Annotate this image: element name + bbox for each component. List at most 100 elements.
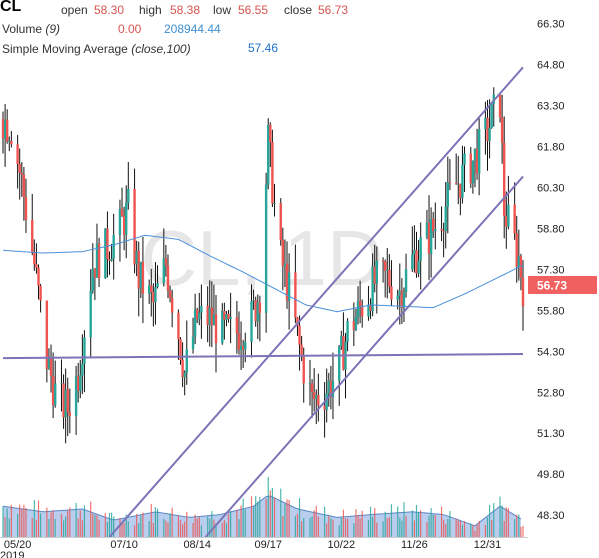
y-tick-label: 52.80 (537, 387, 565, 399)
candle-body (473, 148, 477, 161)
candle (8, 136, 11, 152)
candle-body (235, 317, 239, 334)
candle (356, 286, 360, 325)
candle-body (440, 228, 443, 231)
low-label: low (213, 3, 232, 17)
candle-body (74, 376, 78, 416)
high-value: 58.38 (170, 3, 201, 17)
candle-body (258, 302, 262, 313)
candle (264, 172, 268, 333)
y-tick-label: 49.80 (537, 469, 565, 481)
candle-body (177, 312, 180, 340)
candle (515, 215, 518, 283)
trendlines[interactable] (2, 66, 524, 538)
volume-name: Volume (2, 22, 43, 36)
y-axis[interactable]: 66.30 64.80 63.30 61.80 60.30 58.80 57.30 55.80… (537, 19, 565, 523)
candle-body (298, 325, 301, 345)
candle-body (325, 393, 328, 410)
candle-body (488, 127, 491, 141)
candle-body (135, 250, 138, 265)
candle-body (33, 252, 36, 265)
candle (402, 287, 406, 323)
candle-body (390, 286, 393, 300)
candle-body (196, 309, 199, 320)
candle (381, 257, 385, 283)
candle (31, 194, 34, 256)
last-price-box (528, 275, 597, 294)
candle (76, 362, 80, 403)
candle (137, 241, 140, 317)
candle-body (373, 266, 376, 285)
candle-body (22, 174, 26, 198)
sma-params: (close,100) (131, 42, 191, 56)
candle (152, 283, 155, 327)
y-tick-label: 60.30 (537, 182, 565, 194)
candle-body (244, 341, 247, 350)
candle-body (8, 140, 11, 142)
candle-body (490, 103, 493, 128)
candle-body (271, 142, 274, 204)
candle-body (162, 258, 166, 284)
candle-body (477, 129, 481, 174)
candle (448, 159, 452, 191)
candle-body (54, 383, 57, 406)
candle (471, 160, 475, 194)
y-tick-label: 64.80 (537, 60, 565, 72)
candle (193, 293, 197, 345)
candle (400, 278, 404, 324)
candle (419, 222, 422, 290)
candle-body (425, 222, 429, 238)
sma-series (2, 234, 524, 313)
candle-body (208, 307, 211, 325)
candle (434, 202, 437, 250)
candle (177, 309, 180, 360)
y-tick-label: 63.30 (537, 101, 565, 113)
candle-body (166, 265, 170, 291)
candle (521, 260, 525, 331)
candle (492, 87, 495, 127)
candle-body (342, 336, 345, 370)
candle (360, 299, 364, 328)
candle-body (352, 321, 356, 330)
candle (279, 198, 282, 246)
last-price-tag: 56.73 (528, 275, 597, 294)
x-axis[interactable]: 05/20 07/10 08/14 09/17 10/22 11/26 12/31 2019 (0, 537, 528, 558)
candle-body (200, 305, 203, 313)
candle (486, 99, 489, 171)
candle-body (338, 346, 341, 381)
candle (344, 332, 347, 399)
candle-body (388, 269, 391, 287)
candle-body (10, 140, 13, 145)
candle-body (137, 250, 140, 289)
x-tick-label: 12/31 (474, 539, 502, 551)
candle (35, 243, 38, 274)
candle (373, 244, 376, 293)
volume-value-a: 0.00 (118, 22, 142, 36)
candle (254, 296, 257, 327)
candle-body (89, 290, 92, 338)
trendline (2, 353, 524, 360)
candle-body (448, 182, 452, 184)
candle (327, 372, 330, 407)
candle (498, 94, 502, 123)
candle-body (312, 392, 316, 399)
candle (108, 251, 111, 275)
candle (223, 302, 226, 340)
candle (281, 227, 285, 291)
candle (93, 268, 97, 301)
candle (342, 312, 345, 371)
candle-body (444, 206, 447, 232)
candle-body (45, 300, 49, 369)
candle-body (375, 260, 379, 285)
candle-body (39, 285, 42, 301)
candle (383, 259, 387, 298)
candle (500, 94, 504, 164)
candle-body (127, 188, 130, 203)
candle (37, 264, 40, 300)
watermark: CL, 1D (141, 214, 384, 302)
candle-body (125, 202, 128, 236)
symbol-label: CL (0, 0, 22, 15)
candle-body (212, 314, 216, 326)
candle-body (308, 383, 312, 385)
